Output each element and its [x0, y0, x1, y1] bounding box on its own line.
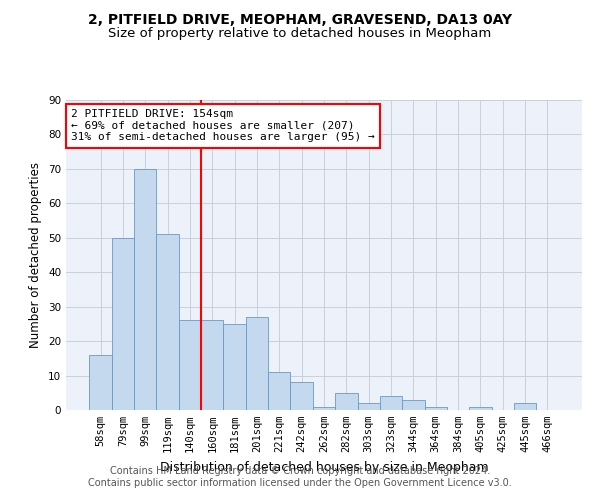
Text: Size of property relative to detached houses in Meopham: Size of property relative to detached ho…: [109, 28, 491, 40]
Bar: [402, 400, 425, 410]
Bar: [179, 320, 201, 410]
Bar: [425, 406, 447, 410]
X-axis label: Distribution of detached houses by size in Meopham: Distribution of detached houses by size …: [160, 460, 488, 473]
Bar: [514, 403, 536, 410]
Bar: [112, 238, 134, 410]
Bar: [335, 393, 358, 410]
Text: Contains HM Land Registry data © Crown copyright and database right 2024.
Contai: Contains HM Land Registry data © Crown c…: [88, 466, 512, 487]
Bar: [201, 320, 223, 410]
Text: 2 PITFIELD DRIVE: 154sqm
← 69% of detached houses are smaller (207)
31% of semi-: 2 PITFIELD DRIVE: 154sqm ← 69% of detach…: [71, 110, 375, 142]
Bar: [134, 169, 157, 410]
Bar: [290, 382, 313, 410]
Bar: [358, 403, 380, 410]
Y-axis label: Number of detached properties: Number of detached properties: [29, 162, 43, 348]
Bar: [469, 406, 491, 410]
Bar: [157, 234, 179, 410]
Text: 2, PITFIELD DRIVE, MEOPHAM, GRAVESEND, DA13 0AY: 2, PITFIELD DRIVE, MEOPHAM, GRAVESEND, D…: [88, 12, 512, 26]
Bar: [223, 324, 246, 410]
Bar: [89, 355, 112, 410]
Bar: [246, 317, 268, 410]
Bar: [380, 396, 402, 410]
Bar: [268, 372, 290, 410]
Bar: [313, 406, 335, 410]
